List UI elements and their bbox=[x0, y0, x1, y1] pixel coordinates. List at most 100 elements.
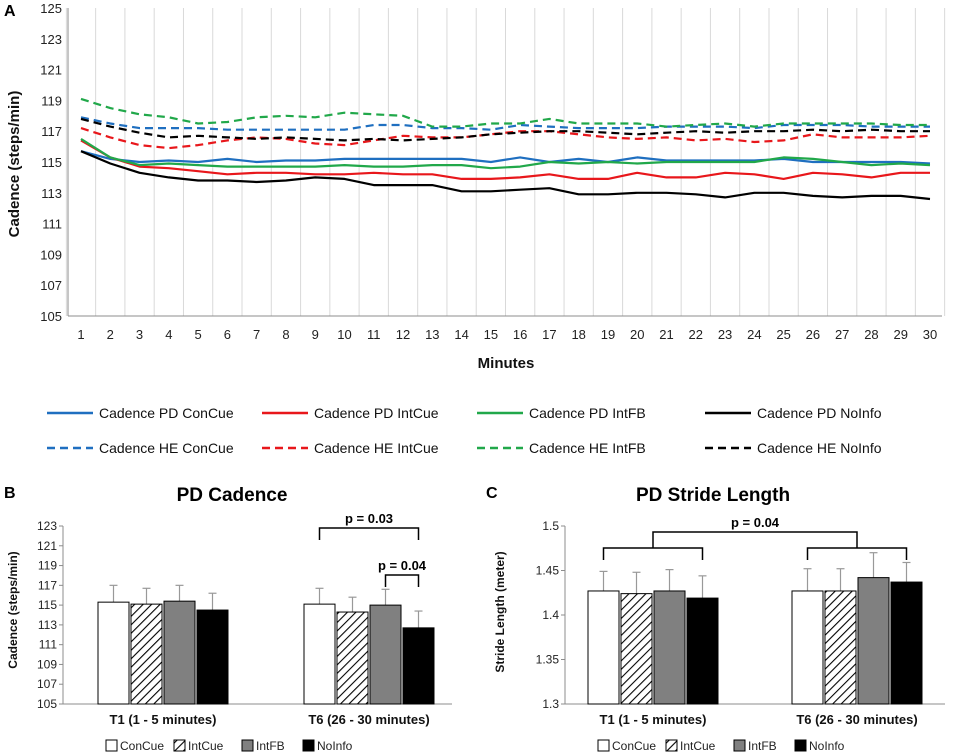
panel-c-title: PD Stride Length bbox=[636, 485, 790, 506]
panel-y-tick-label: 1.5 bbox=[542, 519, 559, 533]
significance-bracket bbox=[652, 531, 858, 548]
panel-a-x-tick-label: 9 bbox=[312, 327, 319, 342]
panel-letter-b: B bbox=[4, 485, 16, 502]
legend-swatch-intcue bbox=[173, 739, 186, 752]
legend-label: ConCue bbox=[120, 739, 164, 753]
bar-intfb bbox=[653, 590, 686, 705]
panel-a-x-tick-label: 21 bbox=[659, 327, 673, 342]
panel-b-annotations: p = 0.03 p = 0.04 bbox=[318, 511, 427, 587]
bar-noinfo bbox=[686, 597, 719, 705]
panel-y-tick-label: 111 bbox=[39, 638, 58, 652]
panel-c-ylabel: Stride Length (meter) bbox=[493, 551, 507, 672]
panel-a-x-tick-label: 17 bbox=[542, 327, 556, 342]
significance-label: p = 0.04 bbox=[378, 558, 427, 573]
bar-intcue bbox=[824, 590, 857, 705]
legend-label: Cadence PD IntCue bbox=[314, 405, 439, 421]
bar-intcue bbox=[130, 603, 163, 705]
panel-b-ylabel: Cadence (steps/min) bbox=[6, 551, 20, 668]
legend-label: IntFB bbox=[256, 739, 285, 753]
legend-label: ConCue bbox=[612, 739, 656, 753]
legend-swatch-noinfo bbox=[302, 739, 315, 752]
bar-concue bbox=[791, 590, 824, 705]
series-line-cadence-he-intcue bbox=[80, 127, 931, 150]
bar-intcue bbox=[336, 611, 369, 705]
significance-bracket bbox=[602, 547, 704, 560]
panel-category-label: T6 (26 - 30 minutes) bbox=[796, 712, 917, 727]
legend-label: NoInfo bbox=[317, 739, 353, 753]
significance-label: p = 0.03 bbox=[345, 511, 393, 526]
legend-label: IntCue bbox=[680, 739, 716, 753]
legend-label: Cadence PD IntFB bbox=[529, 405, 646, 421]
panel-a-y-tick-label: 117 bbox=[41, 124, 62, 139]
panel-a-x-tick-label: 26 bbox=[806, 327, 820, 342]
bar-intfb bbox=[857, 577, 890, 705]
series-line-cadence-he-noinfo bbox=[80, 117, 930, 142]
panel-a-x-tick-label: 11 bbox=[367, 327, 381, 342]
panel-a-x-tick-label: 14 bbox=[454, 327, 468, 342]
panel-b-axes: 105 107 109 111 113 115 117 119 121 123 T1 (1 - 5 … bbox=[37, 519, 452, 727]
bar-concue bbox=[303, 603, 336, 705]
panel-a-x-tick-label: 19 bbox=[601, 327, 615, 342]
bar-intcue bbox=[620, 593, 653, 705]
panel-a-xlabel: Minutes bbox=[478, 355, 535, 372]
panel-a-x-tick-label: 1 bbox=[77, 327, 84, 342]
panel-y-tick-label: 117 bbox=[38, 578, 57, 592]
panel-a-x-tick-label: 12 bbox=[396, 327, 410, 342]
bar-concue bbox=[97, 601, 130, 705]
panel-y-tick-label: 1.4 bbox=[542, 608, 559, 622]
legend-label: NoInfo bbox=[809, 739, 845, 753]
panel-a-y-tick-label: 105 bbox=[40, 309, 62, 324]
panel-a-x-tick-label: 13 bbox=[425, 327, 439, 342]
panel-category-label: T1 (1 - 5 minutes) bbox=[600, 712, 707, 727]
panel-a-x-tick-label: 15 bbox=[484, 327, 498, 342]
panel-a-x-tick-label: 25 bbox=[776, 327, 790, 342]
panel-a-x-tick-label: 29 bbox=[893, 327, 907, 342]
panel-a-x-tick-label: 8 bbox=[282, 327, 289, 342]
panel-a-x-tick-label: 7 bbox=[253, 327, 260, 342]
legend-swatch-concue bbox=[597, 739, 610, 752]
panel-b-title: PD Cadence bbox=[177, 485, 288, 506]
panel-a-x-tick-label: 20 bbox=[630, 327, 644, 342]
significance-bracket bbox=[318, 527, 420, 540]
panel-a-x-tick-label: 10 bbox=[337, 327, 351, 342]
panel-a-x-tick-label: 6 bbox=[224, 327, 231, 342]
panel-c-bars bbox=[587, 552, 923, 705]
panel-y-tick-label: 1.35 bbox=[536, 653, 560, 667]
panel-a-x-tick-label: 24 bbox=[747, 327, 761, 342]
panel-a-y-tick-label: 107 bbox=[40, 278, 62, 293]
series-line-cadence-he-concue bbox=[80, 116, 930, 131]
significance-bracket bbox=[806, 547, 908, 560]
bar-noinfo bbox=[890, 581, 923, 705]
panel-a-y-tick-label: 113 bbox=[41, 186, 62, 201]
panel-a-y-tick-label: 115 bbox=[41, 155, 62, 170]
bar-noinfo bbox=[402, 627, 435, 705]
panel-a-x-tick-label: 27 bbox=[835, 327, 849, 342]
panel-a-x-tick-label: 28 bbox=[864, 327, 878, 342]
panel-c-annotations: p = 0.04 bbox=[602, 515, 908, 560]
panel-a-x-tick-label: 16 bbox=[513, 327, 527, 342]
panel-y-tick-label: 107 bbox=[37, 677, 57, 691]
panel-a-x-tick-label: 2 bbox=[107, 327, 114, 342]
panel-a-legend: Cadence PD ConCue Cadence PD IntCue Cadenc… bbox=[47, 405, 882, 456]
panel-a-ylabel: Cadence (steps/min) bbox=[6, 91, 23, 238]
bar-noinfo bbox=[196, 609, 229, 705]
legend-label: IntCue bbox=[188, 739, 224, 753]
legend-label: Cadence PD NoInfo bbox=[757, 405, 882, 421]
panel-y-tick-label: 121 bbox=[37, 539, 57, 553]
series-line-cadence-pd-intcue bbox=[80, 139, 930, 180]
panel-a-y-tick-label: 119 bbox=[41, 93, 62, 108]
panel-y-tick-label: 1.3 bbox=[542, 697, 559, 711]
legend-label: Cadence HE IntCue bbox=[314, 440, 439, 456]
panel-y-tick-label: 113 bbox=[38, 618, 57, 632]
panel-a-x-tick-label: 30 bbox=[923, 327, 937, 342]
legend-swatch-intfb bbox=[241, 739, 254, 752]
panel-y-tick-label: 1.45 bbox=[536, 564, 560, 578]
series-line-cadence-pd-intfb bbox=[80, 137, 931, 170]
bar-intfb bbox=[369, 604, 402, 705]
series-line-cadence-pd-noinfo bbox=[80, 150, 931, 201]
series-line-cadence-pd-concue bbox=[80, 150, 931, 165]
legend-swatch-intcue bbox=[665, 739, 678, 752]
panel-a-x-tick-label: 5 bbox=[194, 327, 201, 342]
